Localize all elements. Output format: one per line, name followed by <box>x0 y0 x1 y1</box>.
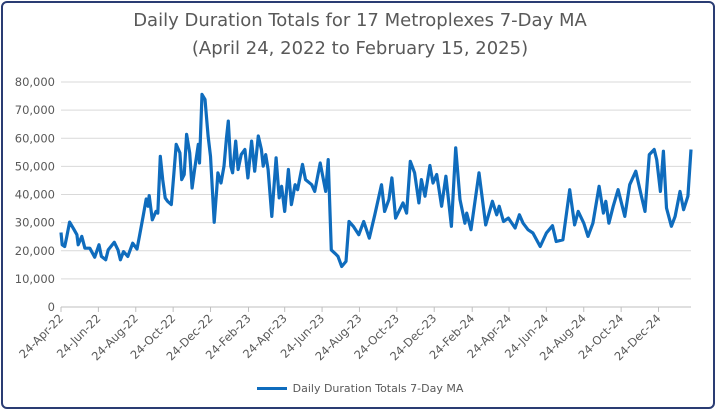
y-tick-label: 50,000 <box>15 159 55 173</box>
y-tick-label: 60,000 <box>15 131 55 145</box>
legend: Daily Duration Totals 7-Day MA <box>0 382 720 395</box>
y-tick-label: 40,000 <box>15 188 55 202</box>
y-tick-label: 70,000 <box>15 103 55 117</box>
y-tick-label: 10,000 <box>15 272 55 286</box>
chart-subtitle: (April 24, 2022 to February 15, 2025) <box>191 38 529 59</box>
series-line <box>59 92 693 269</box>
y-tick-label: 80,000 <box>15 75 55 89</box>
y-tick-label: 30,000 <box>15 216 55 230</box>
chart-title: Daily Duration Totals for 17 Metroplexes… <box>133 10 587 31</box>
legend-swatch <box>256 387 287 390</box>
y-tick-label: 20,000 <box>15 244 55 258</box>
legend-label: Daily Duration Totals 7-Day MA <box>292 382 464 395</box>
y-tick-label: 0 <box>48 300 55 314</box>
